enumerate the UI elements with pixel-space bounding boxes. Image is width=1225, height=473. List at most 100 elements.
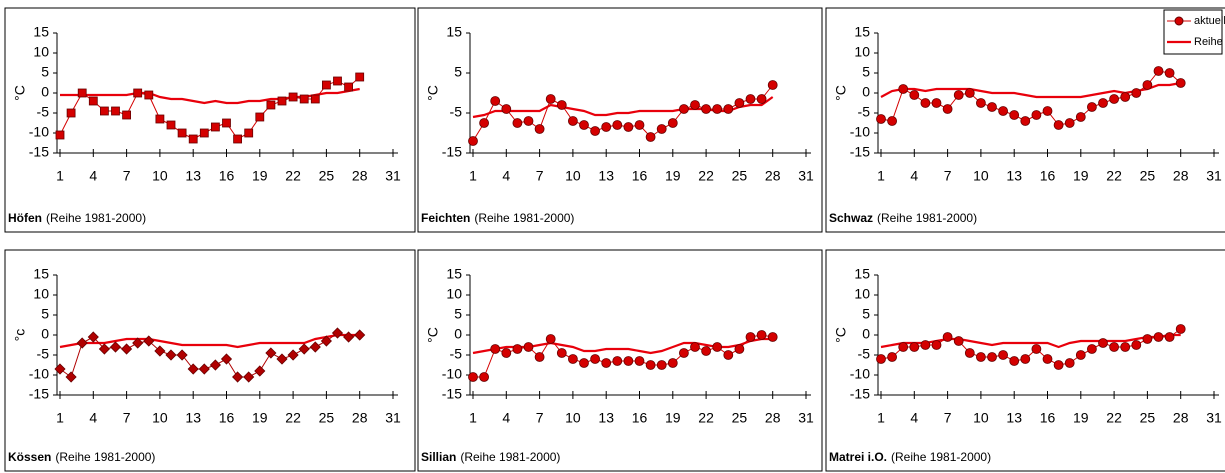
marker xyxy=(166,120,176,130)
marker xyxy=(512,344,523,354)
y-tick-label: 15 xyxy=(33,266,49,282)
chart-panel: -15 -10 -5 0 5 10 15 1 4 7 10 13 16 19 22 25 28 31 °C Silli… xyxy=(417,249,823,472)
marker xyxy=(1164,332,1175,342)
y-tick-label: 10 xyxy=(33,44,49,60)
x-tick-label: 7 xyxy=(944,410,952,426)
marker xyxy=(556,100,567,110)
marker xyxy=(745,332,756,342)
x-tick-label: 28 xyxy=(1173,410,1189,426)
marker xyxy=(745,94,756,104)
y-tick-label: 5 xyxy=(862,306,870,322)
marker xyxy=(534,124,545,134)
marker xyxy=(111,106,120,116)
series-line xyxy=(472,337,773,355)
marker xyxy=(734,98,745,108)
marker xyxy=(1075,350,1086,360)
marker xyxy=(987,102,997,112)
marker xyxy=(132,337,144,349)
marker xyxy=(512,118,523,128)
marker xyxy=(1020,116,1031,126)
marker xyxy=(1175,78,1186,88)
marker xyxy=(66,108,76,118)
x-tick-label: 25 xyxy=(732,168,748,184)
legend-label: aktuell xyxy=(1194,15,1225,27)
marker xyxy=(987,352,997,362)
marker xyxy=(1109,342,1119,352)
y-axis-label: °C xyxy=(425,327,441,343)
y-tick-label: -15 xyxy=(850,144,870,160)
marker xyxy=(679,348,689,358)
panel-caption: Feichten (Reihe 1981-2000) xyxy=(421,211,574,225)
x-tick-label: 22 xyxy=(698,410,714,426)
marker xyxy=(266,100,276,110)
marker xyxy=(1075,112,1086,122)
y-axis-label: °C xyxy=(833,85,849,101)
marker xyxy=(523,116,534,126)
marker xyxy=(177,128,187,138)
subtitle: (Reihe 1981-2000) xyxy=(46,211,146,225)
marker xyxy=(87,331,99,343)
marker xyxy=(756,94,767,104)
marker xyxy=(898,84,909,94)
marker xyxy=(909,90,920,100)
y-tick-label: 0 xyxy=(862,84,870,100)
marker xyxy=(998,350,1008,360)
marker xyxy=(309,341,321,353)
x-tick-label: 28 xyxy=(1173,168,1189,184)
station-name: Schwaz xyxy=(829,211,873,225)
series-line xyxy=(59,76,361,140)
marker xyxy=(209,359,221,371)
x-tick-label: 13 xyxy=(1006,168,1022,184)
marker xyxy=(876,114,886,124)
marker xyxy=(1098,98,1108,108)
panel-caption: Sillian (Reihe 1981-2000) xyxy=(421,450,560,464)
y-tick-label: 0 xyxy=(862,326,870,342)
y-tick-label: 0 xyxy=(41,84,49,100)
marker xyxy=(887,352,897,362)
marker xyxy=(976,98,986,108)
y-tick-label: 10 xyxy=(33,286,49,302)
marker xyxy=(1120,342,1131,352)
marker xyxy=(199,128,209,138)
marker xyxy=(321,80,331,90)
x-tick-label: 10 xyxy=(152,410,168,426)
marker xyxy=(490,96,501,106)
marker xyxy=(122,110,131,120)
marker xyxy=(756,330,767,340)
marker xyxy=(1109,94,1119,104)
panel-caption: Höfen (Reihe 1981-2000) xyxy=(8,211,146,225)
y-tick-label: -10 xyxy=(29,124,49,140)
y-axis-label: °C xyxy=(833,327,849,343)
x-tick-label: 10 xyxy=(565,410,581,426)
y-tick-label: 15 xyxy=(446,24,462,40)
series-line xyxy=(59,332,360,378)
marker xyxy=(1142,80,1153,90)
marker xyxy=(1042,354,1053,364)
x-tick-label: 1 xyxy=(469,410,477,426)
marker xyxy=(133,88,143,98)
marker xyxy=(1009,356,1020,366)
x-tick-label: 22 xyxy=(1106,410,1122,426)
marker xyxy=(679,104,689,114)
x-tick-label: 25 xyxy=(1140,168,1156,184)
marker xyxy=(277,96,287,106)
marker xyxy=(88,96,98,106)
marker xyxy=(479,118,490,128)
station-name: Feichten xyxy=(421,211,470,225)
chart-panel: -15 -10 -5 0 5 10 15 1 4 7 10 13 16 19 22 25 28 31 °c Kösse… xyxy=(4,249,416,472)
marker xyxy=(1064,358,1075,368)
station-name: Matrei i.O. xyxy=(829,450,887,464)
y-tick-label: 5 xyxy=(454,64,462,80)
marker xyxy=(1153,66,1164,76)
panel-caption: Matrei i.O. (Reihe 1981-2000) xyxy=(829,450,991,464)
marker xyxy=(953,90,964,100)
marker xyxy=(65,371,77,383)
marker xyxy=(976,352,986,362)
series-line xyxy=(60,87,360,105)
y-tick-label: -15 xyxy=(29,144,49,160)
x-tick-label: 10 xyxy=(973,410,989,426)
marker xyxy=(331,327,344,339)
marker xyxy=(244,128,254,138)
x-tick-label: 22 xyxy=(285,410,301,426)
